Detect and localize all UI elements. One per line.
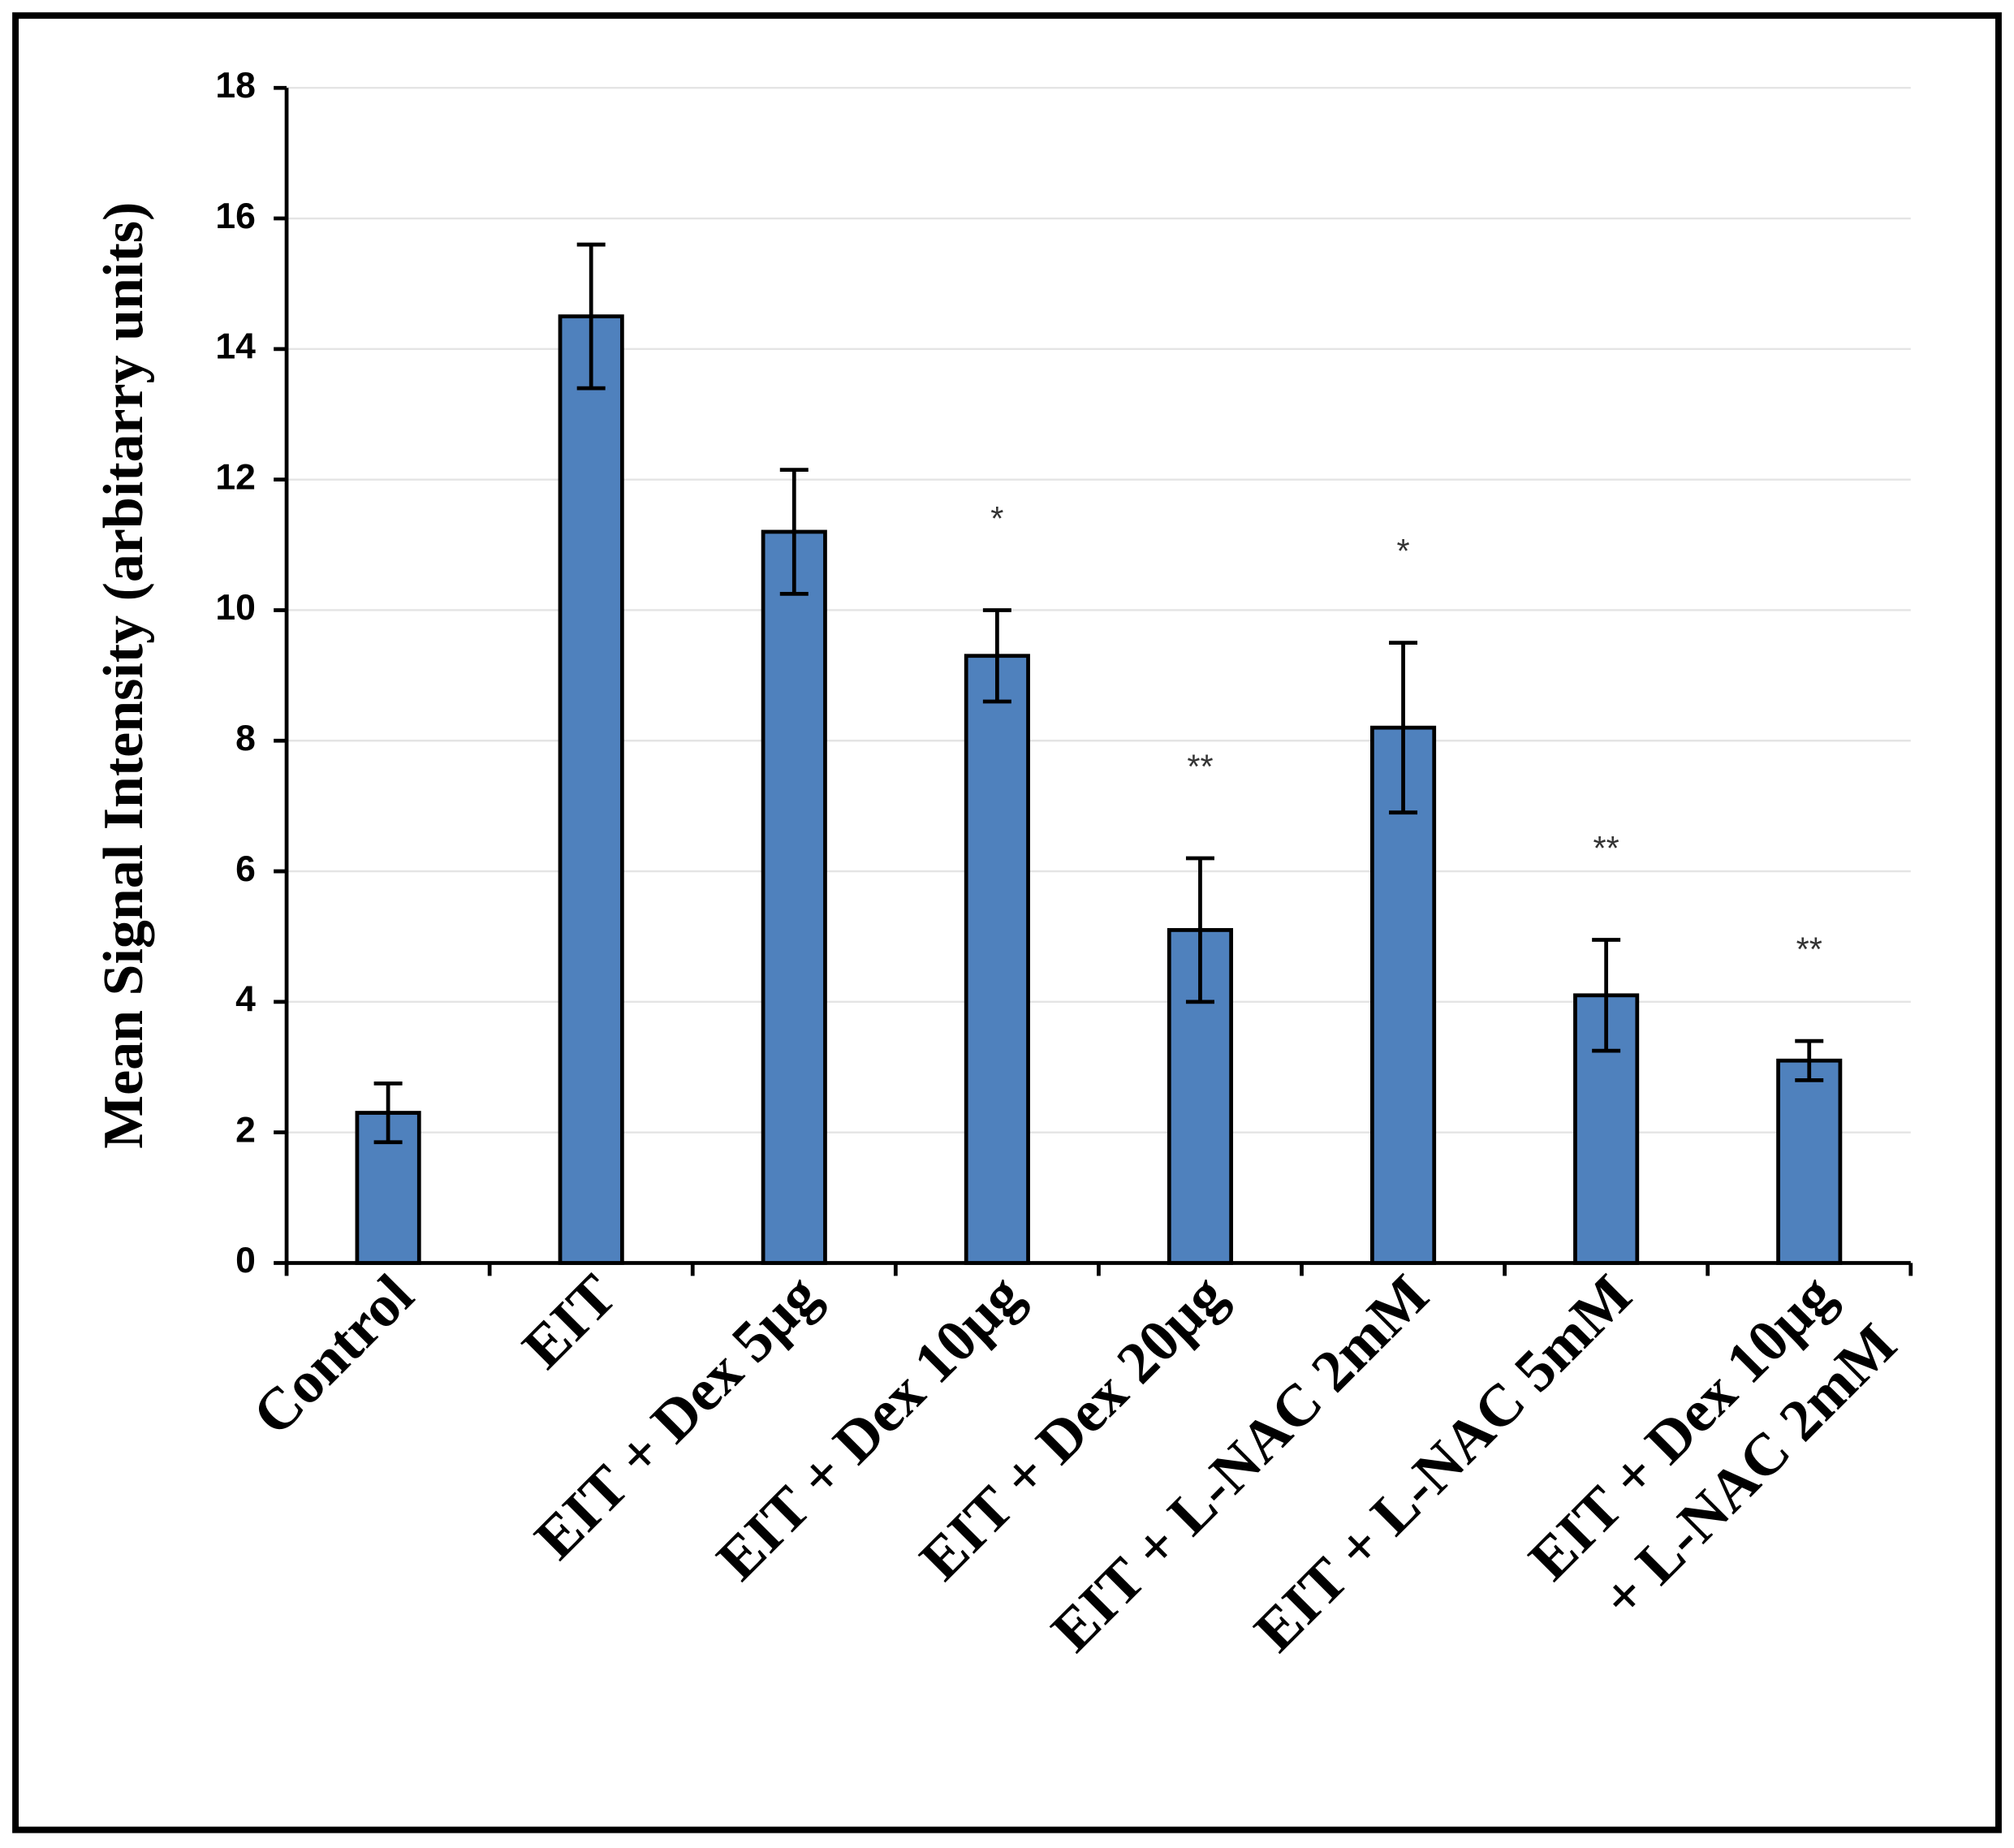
significance-mark: *: [990, 500, 1003, 538]
significance-mark: *: [1397, 533, 1410, 570]
y-tick-label: 2: [235, 1110, 256, 1150]
bar: [964, 654, 1030, 1265]
significance-mark: **: [1594, 830, 1619, 867]
bar: [558, 314, 624, 1265]
y-tick-label: 14: [215, 327, 256, 367]
significance-mark: **: [1187, 748, 1213, 785]
y-tick-label: 18: [215, 66, 256, 106]
y-tick-label: 12: [215, 457, 256, 497]
y-tick-label: 10: [215, 588, 256, 628]
y-tick-label: 4: [235, 980, 256, 1020]
y-axis-label: Mean Signal Intensity (arbitarry units): [93, 202, 155, 1149]
significance-mark: **: [1796, 931, 1822, 969]
bar: [1776, 1058, 1843, 1265]
y-tick-label: 0: [235, 1241, 256, 1280]
bar: [761, 529, 827, 1265]
y-tick-label: 16: [215, 196, 256, 236]
y-tick-label: 8: [235, 719, 256, 758]
y-tick-label: 6: [235, 849, 256, 889]
